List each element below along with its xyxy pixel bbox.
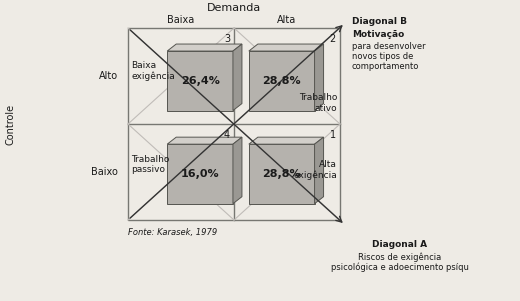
Text: Diagonal B: Diagonal B xyxy=(352,17,407,26)
Text: Riscos de exigência: Riscos de exigência xyxy=(358,252,441,262)
Text: Alta
exigência: Alta exigência xyxy=(293,160,337,180)
Text: comportamento: comportamento xyxy=(352,62,419,71)
Text: Baixa
exigência: Baixa exigência xyxy=(131,61,175,81)
Text: 2: 2 xyxy=(330,34,336,44)
Polygon shape xyxy=(167,44,242,51)
Polygon shape xyxy=(233,137,242,204)
Polygon shape xyxy=(233,44,242,110)
Polygon shape xyxy=(249,144,315,204)
Polygon shape xyxy=(167,144,233,204)
Text: 1: 1 xyxy=(330,130,336,140)
Text: 3: 3 xyxy=(224,34,230,44)
Polygon shape xyxy=(249,51,315,110)
Polygon shape xyxy=(249,44,323,51)
Text: Controle: Controle xyxy=(5,104,15,144)
Text: 4: 4 xyxy=(224,130,230,140)
Text: Demanda: Demanda xyxy=(207,3,261,13)
Text: Alto: Alto xyxy=(99,71,118,81)
Polygon shape xyxy=(167,137,242,144)
Text: novos tipos de: novos tipos de xyxy=(352,52,413,61)
Text: 28,8%: 28,8% xyxy=(263,76,301,86)
Text: psicológica e adoecimento psíqu: psicológica e adoecimento psíqu xyxy=(331,262,469,272)
Text: Alta: Alta xyxy=(277,15,296,25)
Text: Motivação: Motivação xyxy=(352,30,404,39)
Text: Diagonal A: Diagonal A xyxy=(372,240,427,249)
Polygon shape xyxy=(315,137,323,204)
Text: Trabalho
passivo: Trabalho passivo xyxy=(131,155,170,174)
Text: Trabalho
ativo: Trabalho ativo xyxy=(298,93,337,113)
Text: 28,8%: 28,8% xyxy=(263,169,301,179)
Polygon shape xyxy=(249,137,323,144)
Text: Fonte: Karasek, 1979: Fonte: Karasek, 1979 xyxy=(128,228,217,237)
Polygon shape xyxy=(167,51,233,110)
Text: Baixa: Baixa xyxy=(167,15,194,25)
Text: Baixo: Baixo xyxy=(91,167,118,177)
Text: para desenvolver: para desenvolver xyxy=(352,42,426,51)
Text: 26,4%: 26,4% xyxy=(180,76,219,86)
Polygon shape xyxy=(315,44,323,110)
Text: 16,0%: 16,0% xyxy=(181,169,219,179)
